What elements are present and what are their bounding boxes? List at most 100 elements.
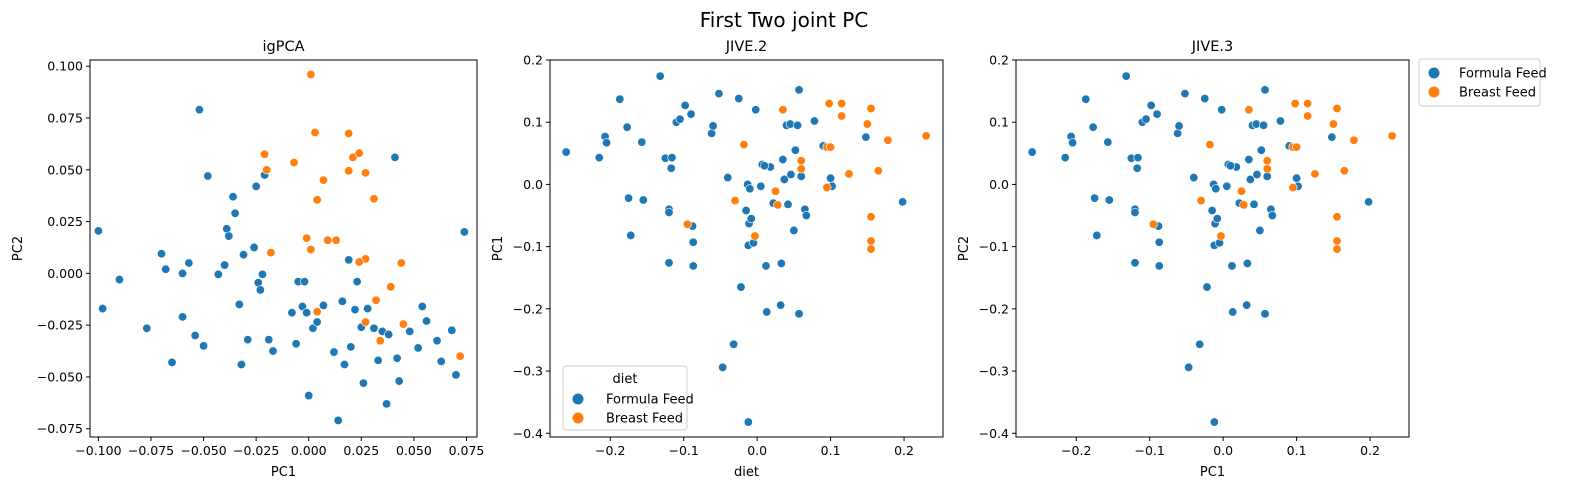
data-point [398,319,408,329]
data-point [369,323,379,333]
data-point [236,359,246,369]
data-point [390,152,400,162]
x-tick-label: −0.1 [669,443,699,458]
data-point [1244,155,1254,165]
data-point [1364,197,1374,207]
data-point [771,186,781,196]
data-point [746,214,756,224]
data-point [1303,99,1313,109]
data-point [1226,161,1236,171]
panel-igpca: igPCA −0.100 −0.075 −0.050 −0.025 0.000 0.025 0… [11,39,484,480]
data-point [363,304,373,314]
data-point [369,194,379,204]
data-point [837,111,847,121]
data-point [230,208,240,218]
data-point [451,370,461,380]
data-point [1211,184,1221,194]
data-point [348,152,358,162]
data-point [386,282,396,292]
data-point [234,299,244,309]
data-point [213,269,223,279]
data-point [1205,140,1215,150]
data-point [161,264,171,274]
data-point [837,99,847,109]
y-tick-label: 0.025 [47,214,83,229]
y-tick-label: −0.4 [513,426,543,441]
data-point [743,417,753,427]
data-point [1290,99,1300,109]
legend-label: Formula Feed [606,393,694,408]
data-point [394,376,404,386]
data-point [306,245,316,255]
y-tick-label: −0.025 [37,318,83,333]
data-point [1196,196,1206,206]
data-point [734,94,744,104]
data-point [1202,282,1212,292]
data-point [773,200,783,210]
data-point [432,336,442,346]
y-axis-label: PC2 [11,236,26,261]
data-point [615,94,625,104]
x-tick-label: −0.075 [128,443,174,458]
panel-jive2: JIVE.2 −0.2 −0.1 0.0 0.1 0.2 −0.4 −0.3 −0.2 −0.1 0… [491,39,944,480]
data-point [796,164,806,174]
data-point [1184,362,1194,372]
data-point [1103,137,1113,147]
data-point [1130,207,1140,217]
data-point [1104,195,1114,205]
data-point [751,105,761,115]
data-point [373,355,383,365]
data-point [93,226,103,236]
data-point [776,300,786,310]
data-point [844,169,854,179]
data-point [1216,231,1226,241]
data-point [329,347,339,357]
panel-title: igPCA [262,39,304,55]
data-point [707,128,717,138]
data-point [1081,94,1091,104]
data-point [736,282,746,292]
data-point [688,261,698,271]
data-point [354,257,364,267]
y-tick-label: −0.4 [979,426,1009,441]
data-point [1387,131,1397,141]
data-point [203,171,213,181]
data-point [354,148,364,158]
data-point [873,166,883,176]
data-point [862,119,872,129]
data-point [413,343,423,353]
data-point [1207,206,1217,216]
x-tick-label: −0.100 [75,443,121,458]
data-point [220,260,230,270]
data-point [801,211,811,221]
figure-suptitle: First Two joint PC [700,8,869,32]
plot-frame [89,59,478,438]
data-point [422,316,432,326]
data-point [783,199,793,209]
data-point [405,326,415,336]
y-axis-label: PC2 [957,236,972,261]
data-point [1154,261,1164,271]
data-point [1173,128,1183,138]
data-point [666,163,676,173]
data-point [1260,85,1270,95]
data-point [1060,153,1070,163]
data-point [750,231,760,241]
data-point [824,99,834,109]
data-point [561,147,571,157]
data-point [304,391,314,401]
data-point [1292,173,1302,183]
data-point [778,105,788,115]
data-point [1217,105,1227,115]
x-tick-label: 0.025 [343,443,379,458]
y-tick-label: −0.050 [37,369,83,384]
legend-outside-frame [1418,58,1541,107]
data-point [688,237,698,247]
data-point [396,258,406,268]
data-point [826,173,836,183]
data-point [1092,230,1102,240]
data-point [371,295,381,305]
panel-legend: diet Formula Feed Breast Feed [562,365,694,431]
data-point [190,330,200,340]
data-point [375,336,385,346]
